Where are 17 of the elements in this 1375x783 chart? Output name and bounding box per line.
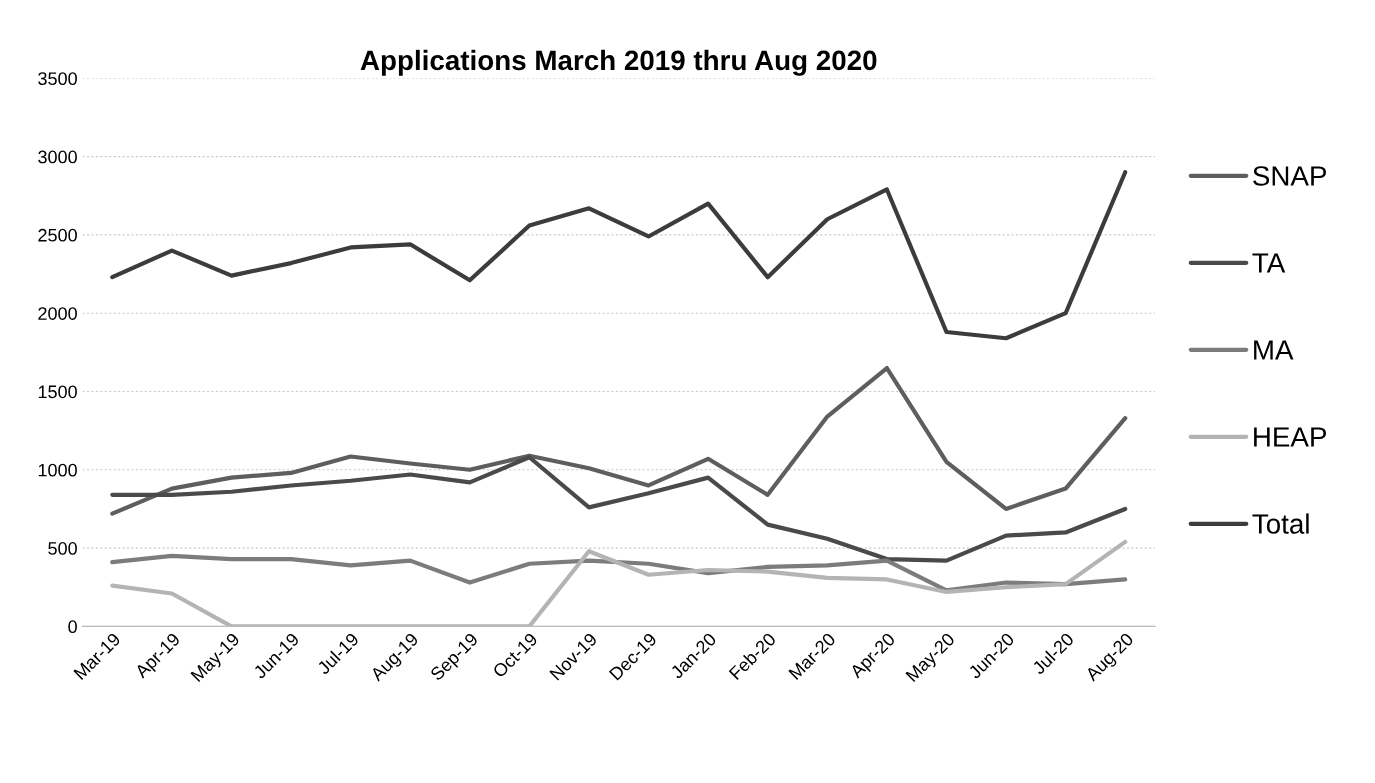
y-tick-label: 500 xyxy=(48,542,77,555)
y-tick-label: 2000 xyxy=(38,307,77,320)
y-tick-label: 1500 xyxy=(38,385,77,399)
legend-label: HEAP xyxy=(1254,427,1327,447)
line-series xyxy=(110,170,1128,341)
line-series xyxy=(110,455,1128,563)
y-tick-label: 0 xyxy=(68,620,77,634)
legend-label: TA xyxy=(1252,253,1286,273)
y-tick-label: 1000 xyxy=(38,463,77,477)
y-tick-label: 3000 xyxy=(38,150,77,164)
legend-label: MA xyxy=(1254,340,1294,360)
y-tick-label: 2500 xyxy=(38,228,77,242)
y-tick-label: 3500 xyxy=(38,72,77,86)
legend-label: SNAP xyxy=(1253,166,1327,186)
legend-label: Total xyxy=(1252,513,1309,534)
line-series xyxy=(110,365,1128,516)
chart-title: Applications March 2019 thru Aug 2020 xyxy=(360,49,877,76)
